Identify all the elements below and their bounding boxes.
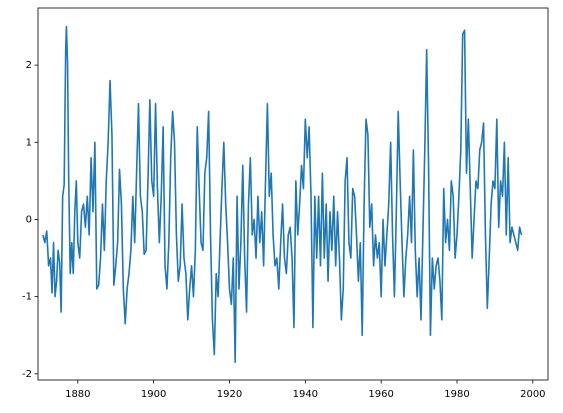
data-line [42, 25, 523, 364]
plot-frame [37, 7, 549, 381]
x-tick-label: 1960 [368, 389, 393, 400]
y-tick-label: 0 [26, 214, 32, 225]
y-tick-label: 2 [26, 60, 32, 71]
x-tick-label: 1980 [444, 389, 469, 400]
x-tick-label: 2000 [520, 389, 545, 400]
y-tick-label: -1 [22, 292, 32, 303]
x-tick-label: 1920 [217, 389, 242, 400]
x-tick-label: 1880 [65, 389, 90, 400]
x-tick-label: 1900 [141, 389, 166, 400]
x-tick-label: 1940 [293, 389, 318, 400]
y-tick-label: 1 [26, 137, 32, 148]
y-tick-label: -2 [22, 369, 32, 380]
